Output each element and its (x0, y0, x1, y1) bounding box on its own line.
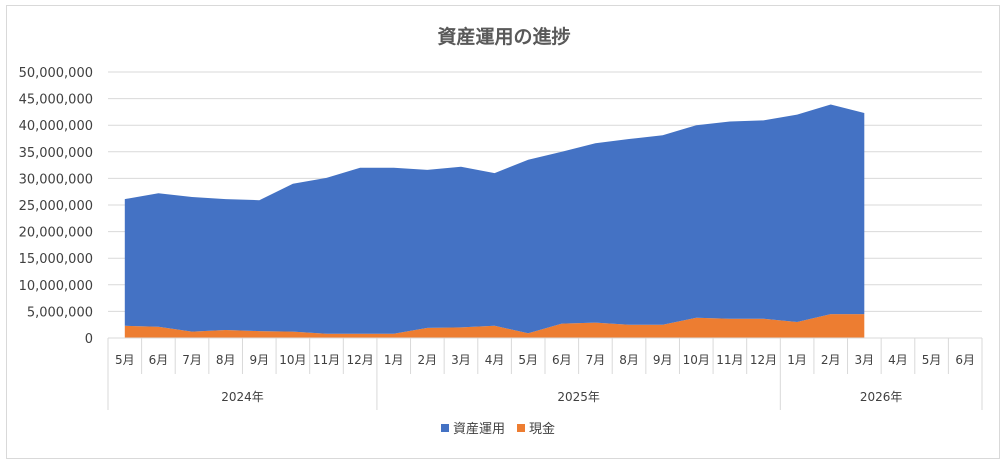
x-tick-label: 9月 (653, 353, 673, 367)
y-tick-label: 0 (85, 332, 93, 347)
x-tick-label: 7月 (182, 353, 202, 367)
x-tick-label: 7月 (586, 353, 606, 367)
axes: 0 5,000,000 10,000,000 15,000,000 20,000,000… (19, 66, 983, 410)
chart-title: 資産運用の進捗 (437, 25, 570, 48)
x-tick-label: 12月 (346, 353, 373, 367)
legend: 資産運用 現金 (441, 421, 555, 437)
legend-label: 資産運用 (453, 421, 505, 437)
y-tick-label: 15,000,000 (19, 252, 93, 267)
x-tick-label: 3月 (855, 353, 875, 367)
legend-label: 現金 (529, 421, 555, 437)
plot-area (124, 104, 865, 338)
x-tick-label: 2月 (418, 353, 438, 367)
x-tick-label: 8月 (216, 353, 236, 367)
x-tick-label: 1月 (384, 353, 404, 367)
x-tick-label: 6月 (149, 353, 169, 367)
y-tick-label: 40,000,000 (19, 119, 93, 134)
x-tick-label: 10月 (279, 353, 306, 367)
legend-swatch (441, 424, 449, 432)
year-group-label: 2024年 (221, 390, 264, 404)
x-tick-label: 6月 (955, 353, 975, 367)
y-tick-label: 20,000,000 (19, 226, 93, 241)
x-tick-label: 5月 (115, 353, 135, 367)
x-tick-label: 3月 (451, 353, 471, 367)
x-tick-label: 12月 (750, 353, 777, 367)
y-tick-label: 50,000,000 (19, 66, 93, 81)
x-tick-label: 6月 (552, 353, 572, 367)
x-tick-label: 11月 (313, 353, 340, 367)
series-area-資産運用 (124, 104, 865, 334)
x-tick-label: 5月 (518, 353, 538, 367)
year-group-label: 2026年 (860, 390, 903, 404)
y-tick-label: 5,000,000 (27, 305, 93, 320)
x-tick-label: 1月 (787, 353, 807, 367)
x-tick-label: 11月 (716, 353, 743, 367)
y-tick-label: 30,000,000 (19, 172, 93, 187)
y-tick-label: 35,000,000 (19, 146, 93, 161)
x-tick-label: 5月 (922, 353, 942, 367)
x-tick-label: 9月 (249, 353, 269, 367)
y-tick-label: 10,000,000 (19, 279, 93, 294)
y-tick-label: 25,000,000 (19, 199, 93, 214)
x-tick-label: 10月 (683, 353, 710, 367)
year-group-label: 2025年 (557, 390, 600, 404)
x-tick-label: 4月 (485, 353, 505, 367)
legend-swatch (517, 424, 525, 432)
x-tick-label: 2月 (821, 353, 841, 367)
y-tick-label: 45,000,000 (19, 93, 93, 108)
x-tick-label: 4月 (888, 353, 908, 367)
x-tick-label: 8月 (619, 353, 639, 367)
series-area-現金 (124, 314, 865, 338)
